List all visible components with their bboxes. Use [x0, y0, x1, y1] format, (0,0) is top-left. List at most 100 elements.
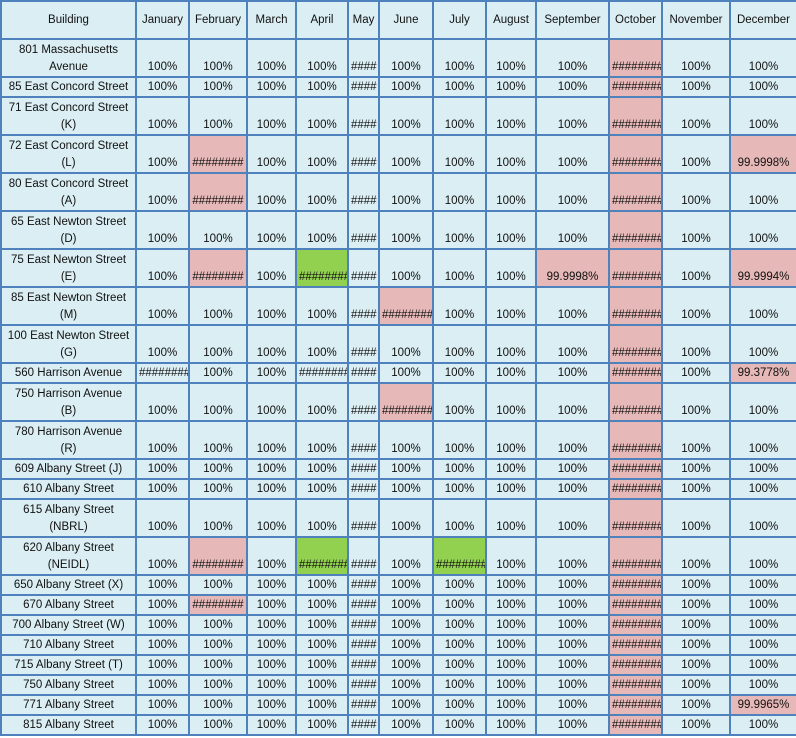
- building-cell: 75 East Newton Street (E): [0, 248, 137, 288]
- value-cell: 100%: [729, 172, 796, 212]
- value-cell: 100%: [432, 634, 487, 656]
- building-name: (K): [60, 119, 77, 131]
- building-name: 560 Harrison Avenue: [14, 367, 123, 379]
- building-cell: 85 East Newton Street (M): [0, 286, 137, 326]
- value-cell: 100%: [661, 210, 731, 250]
- value-cell: ########: [608, 420, 663, 460]
- building-name: 650 Albany Street (X): [13, 579, 124, 591]
- value-cell: 100%: [661, 478, 731, 500]
- value-cell: 100%: [661, 574, 731, 596]
- table-row: 100 East Newton Street (G) 100% 100% 100% 100…: [0, 324, 796, 364]
- value-cell: ########: [295, 248, 349, 288]
- value-cell: 100%: [432, 714, 487, 736]
- value-cell: ########: [608, 76, 663, 98]
- value-cell: ####: [347, 286, 380, 326]
- value-cell: 100%: [246, 362, 297, 384]
- value-cell: 100%: [295, 614, 349, 636]
- value-cell: 100%: [729, 574, 796, 596]
- value-cell: 100%: [535, 634, 610, 656]
- value-cell: 100%: [295, 498, 349, 538]
- value-cell: 100%: [188, 382, 248, 422]
- value-cell: 100%: [246, 172, 297, 212]
- value-cell: 100%: [295, 714, 349, 736]
- value-cell: 100%: [432, 362, 487, 384]
- building-name: (NBRL): [49, 521, 88, 533]
- value-cell: 100%: [729, 536, 796, 576]
- value-cell: 100%: [535, 76, 610, 98]
- value-cell: 100%: [378, 134, 434, 174]
- value-cell: 100%: [535, 498, 610, 538]
- value-cell: 100%: [188, 286, 248, 326]
- value-cell: 100%: [432, 498, 487, 538]
- value-cell: 100%: [295, 96, 349, 136]
- value-cell: 100%: [135, 458, 190, 480]
- value-cell: 100%: [378, 458, 434, 480]
- value-cell: 100%: [535, 382, 610, 422]
- table-row: 80 East Concord Street (A) 100% ######## 100…: [0, 172, 796, 212]
- value-cell: 100%: [135, 594, 190, 616]
- building-name: (L): [61, 157, 76, 169]
- value-cell: 99.9994%: [729, 248, 796, 288]
- building-name: (R): [60, 443, 77, 455]
- value-cell: 100%: [485, 172, 537, 212]
- table-row: 750 Albany Street 100% 100% 100% 100% #### 100…: [0, 674, 796, 696]
- value-cell: 100%: [295, 210, 349, 250]
- value-cell: 100%: [135, 478, 190, 500]
- building-name: (D): [60, 233, 77, 245]
- value-cell: 100%: [295, 654, 349, 676]
- building-name: 620 Albany Street: [23, 542, 114, 554]
- building-name: 710 Albany Street: [23, 639, 114, 651]
- value-cell: 100%: [485, 38, 537, 78]
- value-cell: ########: [188, 172, 248, 212]
- value-cell: 100%: [661, 674, 731, 696]
- building-name: 771 Albany Street: [23, 699, 114, 711]
- value-cell: 100%: [485, 614, 537, 636]
- value-cell: 100%: [188, 324, 248, 364]
- value-cell: 100%: [729, 210, 796, 250]
- value-cell: 99.9998%: [535, 248, 610, 288]
- header-cell: June: [378, 0, 434, 40]
- value-cell: ########: [608, 498, 663, 538]
- value-cell: 100%: [188, 458, 248, 480]
- value-cell: 100%: [188, 694, 248, 716]
- header-cell: February: [188, 0, 248, 40]
- value-cell: 100%: [661, 498, 731, 538]
- value-cell: ########: [608, 654, 663, 676]
- value-cell: 100%: [729, 286, 796, 326]
- value-cell: ####: [347, 536, 380, 576]
- table-row: 72 East Concord Street (L) 100% ######## 100…: [0, 134, 796, 174]
- value-cell: ####: [347, 324, 380, 364]
- value-cell: 100%: [246, 458, 297, 480]
- value-cell: 100%: [378, 76, 434, 98]
- value-cell: 100%: [535, 286, 610, 326]
- value-cell: 100%: [729, 458, 796, 480]
- value-cell: 100%: [135, 498, 190, 538]
- value-cell: 100%: [246, 382, 297, 422]
- value-cell: 100%: [485, 594, 537, 616]
- value-cell: 100%: [295, 324, 349, 364]
- value-cell: 100%: [295, 478, 349, 500]
- building-cell: 700 Albany Street (W): [0, 614, 137, 636]
- value-cell: 100%: [729, 674, 796, 696]
- building-cell: 670 Albany Street: [0, 594, 137, 616]
- table-row: 610 Albany Street 100% 100% 100% 100% #### 100…: [0, 478, 796, 500]
- building-name: 750 Albany Street: [23, 679, 114, 691]
- building-name: 71 East Concord Street: [8, 102, 129, 114]
- value-cell: 100%: [295, 574, 349, 596]
- building-name: 100 East Newton Street: [7, 330, 130, 342]
- value-cell: 100%: [378, 210, 434, 250]
- building-name: 615 Albany Street: [23, 504, 114, 516]
- building-name: 815 Albany Street: [23, 719, 114, 731]
- building-name: 72 East Concord Street: [8, 140, 129, 152]
- value-cell: 100%: [535, 210, 610, 250]
- building-cell: 620 Albany Street (NEIDL): [0, 536, 137, 576]
- value-cell: 100%: [188, 614, 248, 636]
- building-cell: 609 Albany Street (J): [0, 458, 137, 480]
- value-cell: 100%: [432, 674, 487, 696]
- value-cell: 99.3778%: [729, 362, 796, 384]
- value-cell: 100%: [661, 38, 731, 78]
- value-cell: ########: [295, 536, 349, 576]
- value-cell: 100%: [432, 172, 487, 212]
- value-cell: 100%: [729, 324, 796, 364]
